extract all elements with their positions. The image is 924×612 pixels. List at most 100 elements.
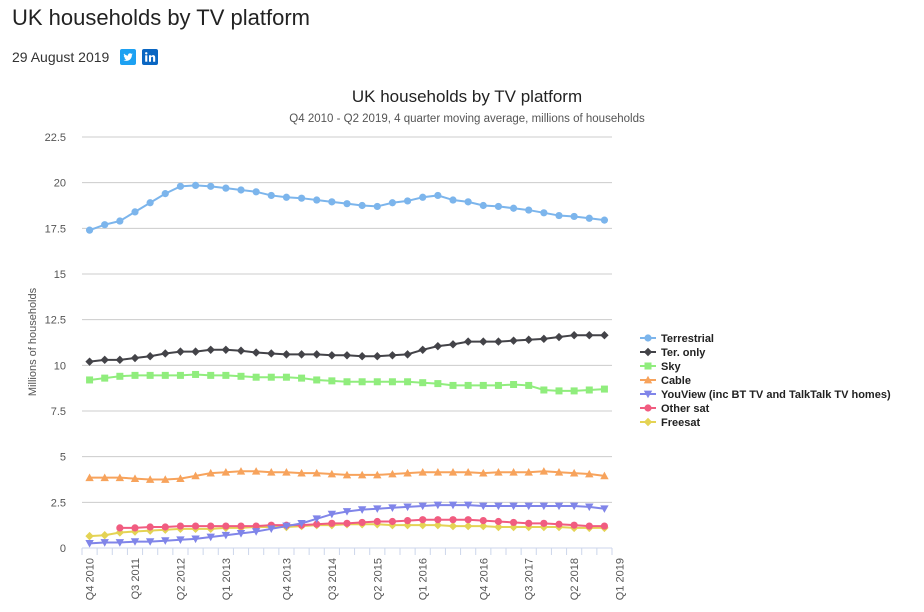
data-point (328, 198, 336, 206)
data-point (252, 522, 260, 530)
data-point (342, 470, 352, 479)
data-point (600, 216, 609, 224)
legend-item-freesat[interactable]: Freesat (640, 417, 700, 429)
data-point (539, 502, 549, 511)
data-point (191, 471, 200, 480)
data-point (131, 524, 139, 532)
data-point (494, 381, 502, 389)
x-tick-label: Q3 2017 (524, 558, 536, 600)
y-tick-label: 10 (54, 360, 66, 372)
data-point (85, 540, 94, 548)
legend-item-cable[interactable]: Cable (640, 375, 691, 387)
data-point (448, 521, 458, 531)
data-point (554, 332, 564, 342)
data-point (509, 336, 518, 345)
data-point (145, 538, 155, 546)
data-point (419, 193, 427, 201)
data-point (600, 330, 609, 340)
legend-label: YouView (inc BT TV and TalkTalk TV homes… (661, 389, 891, 401)
data-point (313, 520, 321, 528)
data-point (236, 529, 246, 538)
data-point (161, 190, 169, 198)
x-tick-label: Q2 2018 (569, 558, 581, 600)
data-point (176, 522, 185, 530)
chart-title: UK households by TV platform (352, 87, 582, 106)
data-point (116, 524, 124, 532)
data-point (236, 467, 246, 475)
legend: Terrestrial Ter. only Sky Cable YouView (inc… (640, 333, 891, 429)
data-point (343, 519, 351, 527)
data-point (525, 381, 533, 389)
data-point (237, 186, 245, 194)
data-point (509, 467, 518, 476)
y-tick-label: 17.5 (45, 223, 66, 235)
data-point (448, 340, 458, 349)
data-point (115, 539, 125, 547)
twitter-share-button[interactable] (120, 49, 137, 65)
data-point (312, 515, 321, 523)
data-point (221, 467, 231, 476)
data-point (373, 470, 382, 479)
data-point (176, 347, 185, 356)
y-tick-label: 5 (60, 452, 66, 464)
data-point (357, 470, 367, 479)
data-point (116, 372, 124, 380)
data-point (206, 468, 215, 477)
data-point (373, 352, 382, 361)
legend-marker (643, 375, 653, 384)
y-tick-label: 7.5 (51, 406, 66, 418)
data-point (327, 351, 337, 360)
y-tick-label: 20 (54, 178, 66, 190)
data-point (130, 527, 140, 536)
data-point (539, 334, 549, 344)
data-point (176, 536, 185, 544)
data-point (222, 184, 230, 192)
data-point (494, 517, 503, 526)
x-tick-label: Q1 2019 (615, 558, 627, 600)
legend-item-other-sat[interactable]: Other sat (640, 403, 710, 415)
data-point (161, 475, 170, 483)
data-point (297, 194, 306, 202)
data-point (434, 191, 442, 200)
data-point (570, 521, 578, 529)
data-point (419, 379, 427, 387)
data-point (554, 467, 564, 476)
data-point (312, 468, 321, 477)
data-point (191, 522, 200, 530)
gridlines (82, 136, 612, 503)
linkedin-icon (142, 49, 159, 65)
data-point (524, 522, 533, 532)
data-point (463, 337, 473, 346)
x-tick-label: Q3 2011 (130, 558, 142, 599)
legend-item-youview-inc-bt-tv-and-talktalk-tv-homes[interactable]: YouView (inc BT TV and TalkTalk TV homes… (640, 389, 891, 401)
data-point (585, 469, 594, 478)
data-point (463, 521, 473, 531)
data-point (86, 376, 94, 384)
data-point (388, 469, 397, 478)
legend-marker (643, 417, 653, 427)
data-point (388, 351, 397, 360)
data-point (570, 212, 578, 221)
data-point (282, 467, 291, 476)
legend-item-ter-only[interactable]: Ter. only (640, 347, 706, 359)
data-point (237, 522, 245, 530)
data-point (267, 373, 275, 381)
data-point (479, 201, 487, 210)
data-point (343, 200, 351, 208)
data-point (191, 181, 200, 190)
x-tick-label: Q1 2013 (221, 558, 233, 600)
y-tick-label: 15 (54, 269, 66, 281)
data-point (161, 537, 170, 545)
data-point (206, 345, 215, 355)
legend-item-sky[interactable]: Sky (640, 361, 681, 373)
data-point (282, 522, 291, 531)
linkedin-share-button[interactable] (142, 49, 159, 65)
data-point (448, 501, 458, 510)
data-point (85, 473, 94, 482)
legend-label: Other sat (661, 403, 710, 415)
data-point (433, 501, 443, 510)
data-point (222, 522, 230, 530)
data-point (282, 193, 291, 201)
legend-item-terrestrial[interactable]: Terrestrial (640, 333, 714, 345)
data-point (555, 387, 563, 395)
